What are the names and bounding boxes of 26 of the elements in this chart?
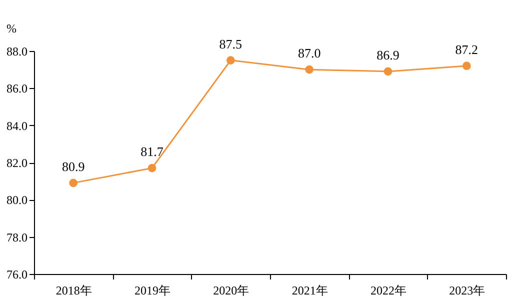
point [384, 67, 392, 76]
point [148, 164, 156, 172]
y-tick-label: 82.0 [6, 156, 28, 170]
y-tick-label: 78.0 [6, 230, 28, 244]
x-tick-label: 2018年 [56, 284, 92, 298]
y-tick-label: 86.0 [6, 82, 28, 96]
point [305, 65, 314, 74]
data-label: 81.7 [140, 144, 164, 160]
point [69, 178, 78, 188]
y-axis-title: % [6, 22, 16, 36]
x-tick-label: 2023年 [449, 284, 486, 298]
y-tick-label: 88.0 [6, 44, 28, 58]
y-tick-label: 76.0 [6, 268, 28, 282]
point [462, 62, 471, 70]
x-tick-label: 2019年 [134, 284, 170, 298]
data-label: 80.9 [62, 158, 85, 174]
y-tick-label: 84.0 [6, 118, 28, 133]
x-tick-label: 2021年 [292, 284, 328, 298]
data-label: 87.2 [455, 42, 478, 57]
y-tick-label: 80.0 [6, 193, 28, 208]
data-label: 87.0 [298, 46, 321, 61]
x-tick-label: 2020年 [213, 284, 250, 298]
data-label: 87.5 [219, 36, 242, 52]
point [226, 56, 235, 64]
x-tick-label: 2022年 [370, 284, 406, 298]
data-label: 86.9 [376, 47, 400, 62]
